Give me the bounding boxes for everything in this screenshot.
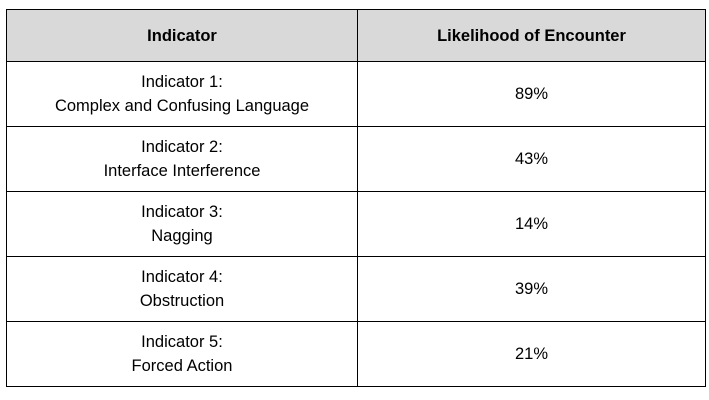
indicator-name: Nagging [151, 227, 213, 245]
table-row: Indicator 3: Nagging 14% [6, 191, 706, 257]
table-row: Indicator 1: Complex and Confusing Langu… [6, 61, 706, 127]
likelihood-value: 89% [357, 61, 706, 127]
indicator-table: Indicator Likelihood of Encounter Indica… [6, 9, 706, 387]
table-row: Indicator 4: Obstruction 39% [6, 256, 706, 322]
header-likelihood: Likelihood of Encounter [357, 9, 706, 62]
indicator-cell: Indicator 3: Nagging [6, 191, 358, 257]
likelihood-value: 43% [357, 126, 706, 192]
indicator-label: Indicator 1: [141, 73, 223, 91]
table-row: Indicator 5: Forced Action 21% [6, 321, 706, 387]
table-header-row: Indicator Likelihood of Encounter [6, 9, 706, 62]
likelihood-value: 21% [357, 321, 706, 387]
indicator-label: Indicator 2: [141, 138, 223, 156]
likelihood-value: 14% [357, 191, 706, 257]
indicator-cell: Indicator 5: Forced Action [6, 321, 358, 387]
indicator-cell: Indicator 2: Interface Interference [6, 126, 358, 192]
indicator-label: Indicator 3: [141, 203, 223, 221]
indicator-label: Indicator 5: [141, 333, 223, 351]
indicator-cell: Indicator 4: Obstruction [6, 256, 358, 322]
table-row: Indicator 2: Interface Interference 43% [6, 126, 706, 192]
likelihood-value: 39% [357, 256, 706, 322]
indicator-cell: Indicator 1: Complex and Confusing Langu… [6, 61, 358, 127]
indicator-table-container: Indicator Likelihood of Encounter Indica… [6, 9, 706, 387]
indicator-name: Obstruction [139, 292, 225, 310]
indicator-name: Forced Action [131, 357, 233, 375]
indicator-label: Indicator 4: [141, 268, 223, 286]
header-indicator: Indicator [6, 9, 358, 62]
indicator-name: Interface Interference [103, 162, 261, 180]
indicator-name: Complex and Confusing Language [54, 97, 310, 115]
